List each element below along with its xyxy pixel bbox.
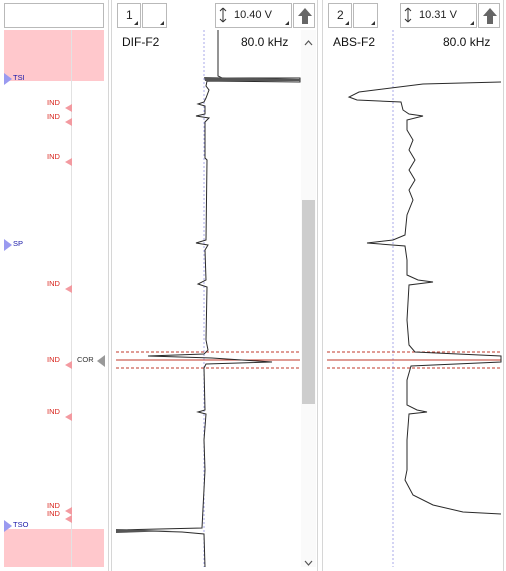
marker-label-tso[interactable]: TSO (13, 520, 29, 529)
channel-2-frequency: 80.0 kHz (443, 35, 491, 49)
channel-2-option-box[interactable] (353, 3, 378, 28)
channel-2-number: 2 (337, 8, 344, 22)
channel-1-voltage: 10.40 V (234, 9, 272, 21)
channel-2-trace-plot[interactable] (323, 0, 503, 571)
tubesheet-inlet-zone (4, 30, 104, 81)
ind-marker-icon[interactable] (65, 510, 72, 528)
channel-1-option-box[interactable] (142, 3, 167, 28)
tubesheet-outlet-zone (4, 529, 104, 567)
marker-label-tsi[interactable]: TSI (13, 73, 25, 82)
up-arrow-icon (482, 7, 498, 30)
channel-1-name: DIF-F2 (122, 35, 160, 49)
ind-marker-icon[interactable] (65, 113, 72, 131)
up-arrow-icon (297, 7, 313, 30)
marker-label-ind[interactable]: IND (47, 407, 60, 416)
dropdown-corner-icon (160, 21, 164, 25)
channel-2-up-button[interactable] (478, 3, 500, 28)
event-track: TSI IND IND IND SP IND IND COR IND IND I… (0, 0, 109, 571)
track-header-box[interactable] (4, 3, 104, 28)
ind-marker-icon[interactable] (65, 153, 72, 171)
marker-label-ind[interactable]: IND (47, 501, 60, 510)
dropdown-corner-icon (285, 21, 289, 25)
channel-1-panel: 1 10.40 V DIF-F2 80.0 kHz (111, 0, 318, 571)
channel-1-up-button[interactable] (293, 3, 315, 28)
track-divider (71, 30, 72, 567)
channel-2-number-box[interactable]: 2 (328, 3, 352, 28)
channel-2-panel: 2 10.31 V ABS-F2 80.0 kHz (322, 0, 504, 571)
chevron-up-icon[interactable] (304, 33, 313, 51)
chevron-down-icon[interactable] (304, 553, 313, 571)
channel-1-number: 1 (126, 8, 133, 22)
marker-label-ind[interactable]: IND (47, 509, 60, 518)
tso-marker-icon[interactable] (4, 519, 12, 532)
dropdown-corner-icon (134, 21, 138, 25)
marker-label-ind[interactable]: IND (47, 152, 60, 161)
marker-label-ind[interactable]: IND (47, 112, 60, 121)
scrollbar-thumb[interactable] (302, 200, 315, 404)
dropdown-corner-icon (371, 21, 375, 25)
marker-label-sp[interactable]: SP (13, 239, 24, 248)
up-down-arrow-icon (219, 7, 227, 28)
channel-1-number-box[interactable]: 1 (117, 3, 141, 28)
marker-label-cor[interactable]: COR (77, 355, 94, 364)
ind-marker-icon[interactable] (65, 356, 72, 374)
up-down-arrow-icon (404, 7, 412, 28)
marker-label-ind[interactable]: IND (47, 98, 60, 107)
ind-marker-icon[interactable] (65, 280, 72, 298)
channel-1-trace-plot[interactable] (112, 0, 302, 571)
channel-1-frequency: 80.0 kHz (241, 35, 289, 49)
dropdown-corner-icon (345, 21, 349, 25)
channel-1-voltage-box[interactable]: 10.40 V (215, 3, 292, 28)
ind-marker-icon[interactable] (65, 502, 72, 520)
marker-label-ind[interactable]: IND (47, 355, 60, 364)
channel-2-name: ABS-F2 (333, 35, 376, 49)
cor-marker-icon[interactable] (97, 354, 105, 372)
channel-2-voltage-box[interactable]: 10.31 V (400, 3, 477, 28)
ind-marker-icon[interactable] (65, 408, 72, 426)
sp-marker-icon[interactable] (4, 238, 12, 251)
marker-label-ind[interactable]: IND (47, 279, 60, 288)
channel-2-voltage: 10.31 V (419, 9, 457, 21)
tsi-marker-icon[interactable] (4, 72, 12, 85)
dropdown-corner-icon (470, 21, 474, 25)
channel-1-scrollbar[interactable] (301, 30, 316, 567)
ind-marker-icon[interactable] (65, 99, 72, 117)
